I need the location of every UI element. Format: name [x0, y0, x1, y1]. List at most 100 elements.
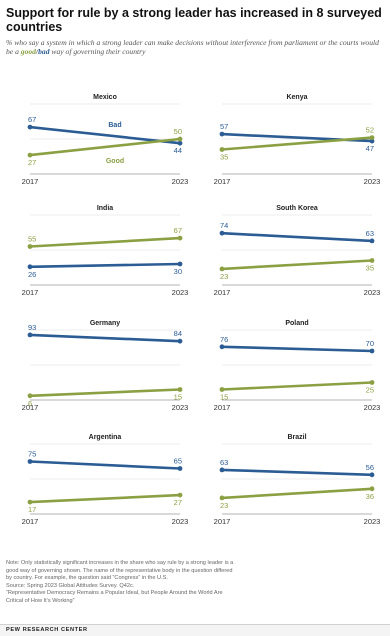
series-line — [220, 259, 374, 271]
panel-title: Kenya — [286, 94, 307, 101]
pew-logo: PEW RESEARCH CENTER — [6, 627, 88, 633]
x-tick-label: 2017 — [22, 288, 39, 297]
country-panel: Poland 76 15 70 25 2017 2023 — [214, 320, 381, 412]
data-label: 47 — [366, 144, 374, 153]
data-label: 15 — [220, 393, 228, 402]
series-line — [220, 487, 374, 500]
data-label: 27 — [28, 158, 36, 167]
data-point — [27, 244, 33, 249]
x-tick-label: 2023 — [172, 403, 189, 412]
data-label: 36 — [366, 492, 374, 501]
x-tick-label: 2017 — [214, 403, 231, 412]
data-label: 26 — [28, 270, 36, 279]
data-label: 84 — [174, 329, 182, 338]
country-panel: South Korea 74 23 63 35 2017 2023 — [214, 205, 381, 297]
data-point — [219, 344, 225, 350]
data-point — [177, 261, 183, 267]
data-point — [369, 472, 375, 478]
data-label: 74 — [220, 221, 228, 230]
panel-title: India — [97, 205, 113, 212]
series-line — [220, 345, 374, 353]
series-line — [28, 493, 182, 504]
data-point — [369, 486, 375, 492]
x-tick-label: 2023 — [172, 288, 189, 297]
x-tick-label: 2023 — [364, 288, 381, 297]
series-line — [220, 468, 374, 477]
data-point — [27, 124, 33, 130]
note-line: Critical of How It’s Working” — [6, 597, 75, 604]
country-panel: Argentina 75 17 65 27 2017 2023 — [22, 434, 189, 526]
data-point — [219, 266, 225, 272]
data-point — [219, 230, 225, 236]
data-label: 55 — [28, 235, 36, 244]
x-tick-label: 2023 — [172, 177, 189, 186]
data-point — [219, 131, 225, 137]
data-point — [369, 135, 375, 141]
subtitle-sep: / — [35, 47, 39, 57]
data-label: 67 — [28, 115, 36, 124]
note-line: Note: Only statistically significant inc… — [6, 560, 234, 566]
series-line — [220, 136, 374, 151]
data-point — [369, 258, 375, 263]
data-point — [177, 140, 183, 146]
data-point — [177, 492, 183, 498]
x-tick-label: 2023 — [364, 177, 381, 186]
data-point — [27, 393, 33, 399]
data-label: 67 — [174, 226, 182, 235]
data-label: 93 — [28, 323, 36, 332]
data-label: 75 — [28, 450, 36, 459]
page-subtitle: % who say a system in which a strong lea… — [6, 38, 380, 57]
x-tick-label: 2023 — [364, 517, 381, 526]
data-label: 25 — [366, 386, 374, 395]
data-point — [27, 264, 33, 270]
note-line: “Representative Democracy Remains a Popu… — [6, 590, 223, 597]
data-point — [177, 136, 183, 142]
data-label: 63 — [220, 458, 228, 467]
panel-title: Argentina — [89, 434, 122, 441]
series-line — [28, 262, 182, 269]
note-line: Source: Spring 2023 Global Attitudes Sur… — [6, 582, 135, 589]
data-label: 35 — [220, 153, 228, 162]
country-panel: India 26 55 30 67 2017 2023 — [22, 205, 189, 297]
series-line — [28, 388, 182, 398]
small-multiples-chart: Mexico 67 27 44 50 Bad Good 2017 2023 Kenya 57 35 47… — [22, 94, 381, 526]
data-point — [27, 499, 33, 505]
series-line — [28, 137, 182, 157]
data-point — [27, 459, 33, 464]
subtitle-text: % who say a system in which a strong lea… — [6, 38, 379, 57]
country-panel: Brazil 63 23 56 36 2017 2023 — [214, 434, 381, 526]
country-panel: Kenya 57 35 47 52 2017 2023 — [214, 94, 381, 186]
data-point — [369, 138, 375, 144]
data-label: 27 — [174, 498, 182, 507]
panel-title: South Korea — [276, 205, 318, 212]
series-name-label: Good — [106, 158, 124, 165]
x-tick-label: 2023 — [364, 403, 381, 412]
footer: PEW RESEARCH CENTER — [0, 624, 390, 636]
data-label: 35 — [366, 264, 374, 273]
data-label: 63 — [366, 229, 374, 238]
series-line — [220, 231, 374, 243]
data-point — [369, 348, 375, 354]
panel-title: Poland — [285, 320, 308, 327]
data-label: 6 — [28, 399, 32, 408]
data-label: 76 — [220, 335, 228, 344]
data-label: 23 — [220, 272, 228, 281]
data-point — [27, 152, 33, 158]
data-point — [177, 235, 183, 241]
series-line — [28, 460, 182, 470]
data-point — [369, 238, 375, 244]
note-line: by country. For example, the question sa… — [6, 575, 168, 582]
data-label: 17 — [28, 505, 36, 514]
data-label: 65 — [174, 457, 182, 466]
data-label: 70 — [366, 339, 374, 348]
panel-title: Germany — [90, 320, 120, 327]
note-line: good way of governing shown. The name of… — [6, 567, 233, 574]
data-label: 50 — [174, 127, 182, 136]
subtitle-text-end: way of governing their country — [51, 47, 146, 57]
x-tick-label: 2017 — [22, 403, 39, 412]
data-label: 23 — [220, 501, 228, 510]
data-point — [27, 332, 33, 338]
data-point — [219, 387, 225, 392]
data-point — [219, 147, 225, 152]
